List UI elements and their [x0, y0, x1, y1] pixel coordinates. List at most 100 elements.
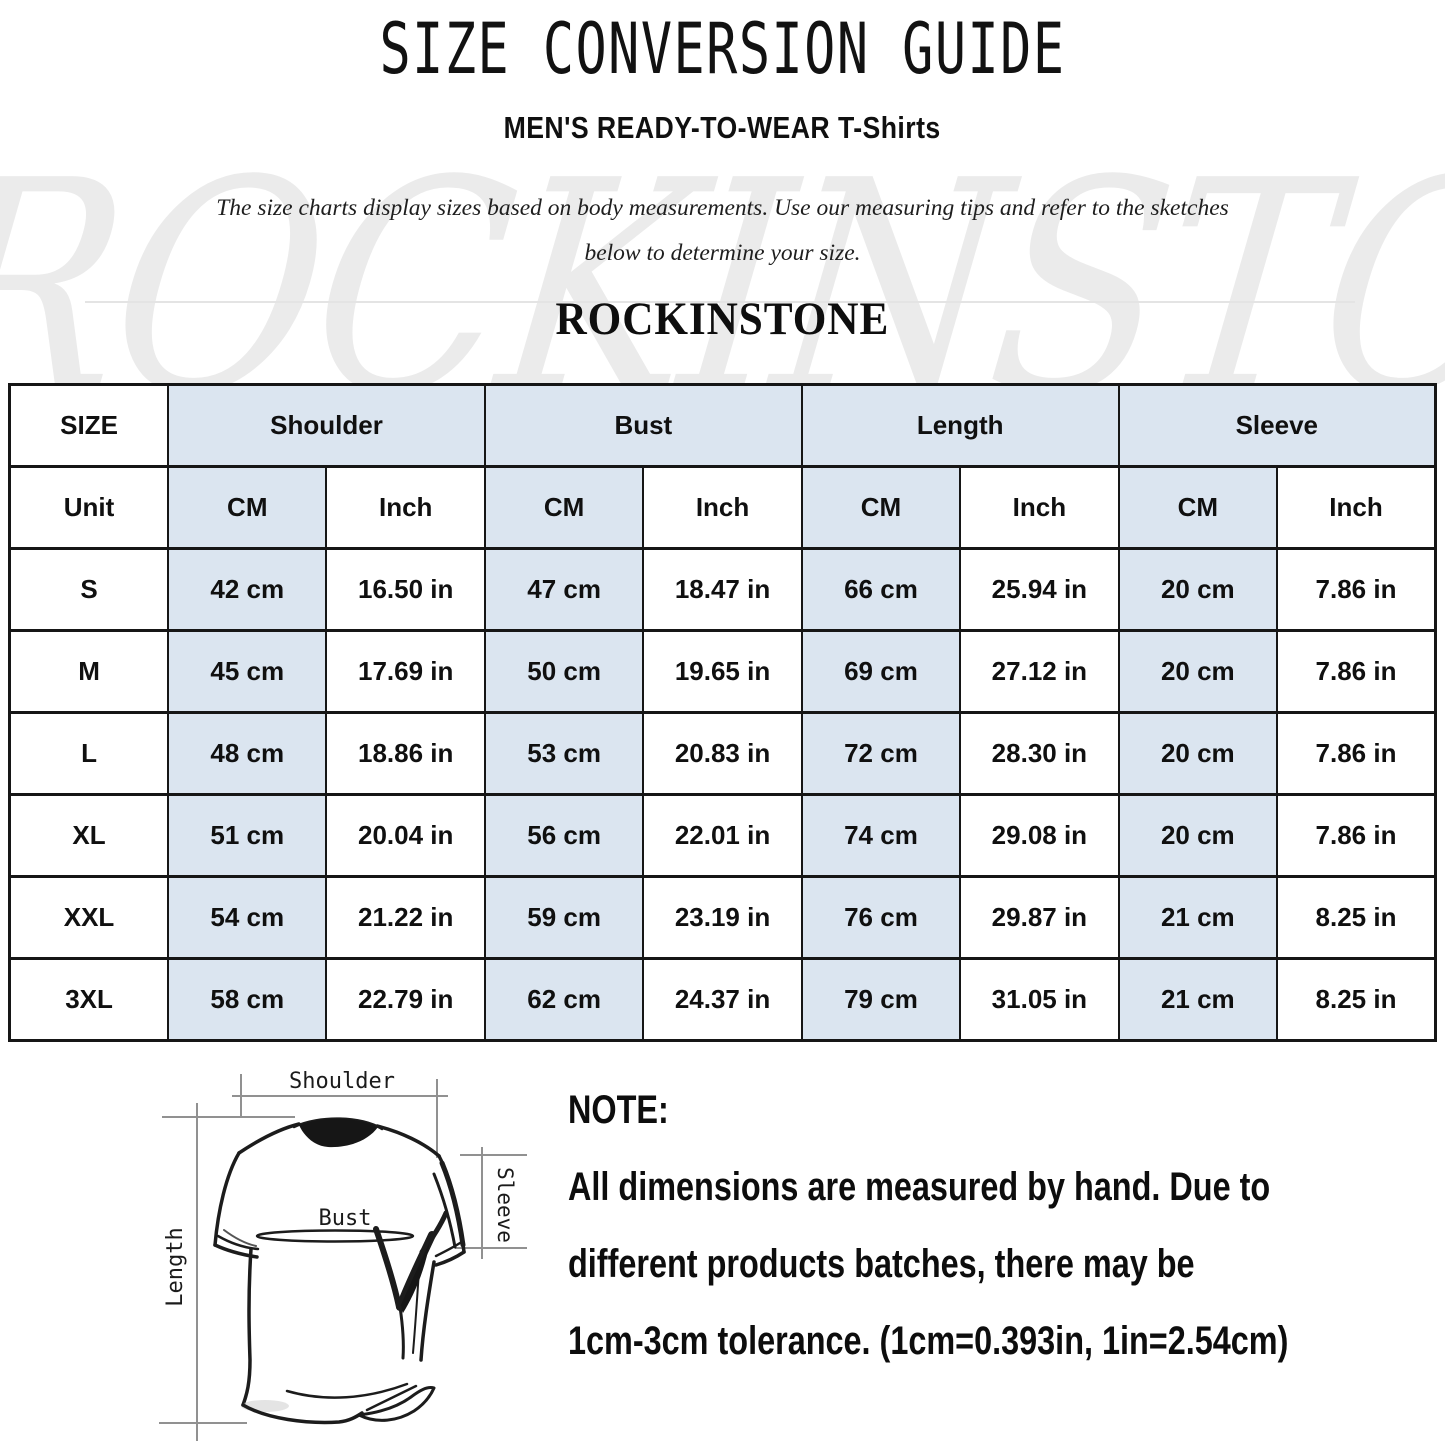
page-title: SIZE CONVERSION GUIDE: [379, 8, 1066, 90]
table-cell: 29.87 in: [959, 875, 1120, 960]
unit-inch: Inch: [642, 465, 803, 550]
unit-inch: Inch: [325, 465, 486, 550]
table-cell: 27.12 in: [959, 629, 1120, 714]
size-conversion-table: SIZE Shoulder Bust Length Sleeve Unit CM…: [8, 383, 1437, 1042]
table-cell: 8.25 in: [1276, 957, 1437, 1042]
page-subtitle-row: MEN'S READY-TO-WEAR T-Shirts: [0, 110, 1445, 146]
brand-row: ROCKINSTONE: [0, 292, 1445, 346]
brand-name: ROCKINSTONE: [555, 293, 890, 345]
unit-cm: CM: [483, 465, 645, 550]
table-cell: 74 cm: [800, 793, 962, 878]
table-cell: 45 cm: [167, 629, 328, 714]
bust-label: Bust: [319, 1206, 372, 1231]
table-cell: 20 cm: [1117, 547, 1279, 632]
table-cell: 16.50 in: [325, 547, 486, 632]
table-cell: 20 cm: [1117, 711, 1279, 796]
table-cell: 17.69 in: [325, 629, 486, 714]
table-cell: 62 cm: [483, 957, 645, 1042]
size-cell: XXL: [8, 875, 170, 960]
size-cell: S: [8, 547, 170, 632]
table-row-3xl: 3XL 58 cm 22.79 in 62 cm 24.37 in 79 cm …: [8, 957, 1437, 1042]
description: The size charts display sizes based on b…: [0, 186, 1445, 276]
description-line-1: The size charts display sizes based on b…: [216, 195, 1229, 221]
note-text: All dimensions are measured by hand. Due…: [568, 1165, 1271, 1209]
table-cell: 22.79 in: [325, 957, 486, 1042]
table-cell: 18.47 in: [642, 547, 803, 632]
page-subtitle: MEN'S READY-TO-WEAR T-Shirts: [503, 110, 942, 145]
table-cell: 47 cm: [483, 547, 645, 632]
tshirt-sketch: [213, 1117, 466, 1425]
note-line-1: All dimensions are measured by hand. Due…: [568, 1153, 1445, 1230]
table-cell: 7.86 in: [1276, 711, 1437, 796]
table-cell: 42 cm: [167, 547, 328, 632]
header-bust: Bust: [483, 383, 803, 468]
unit-cm: CM: [1117, 465, 1279, 550]
table-cell: 50 cm: [483, 629, 645, 714]
header-size: SIZE: [8, 383, 170, 468]
table-cell: 8.25 in: [1276, 875, 1437, 960]
note-text: 1cm-3cm tolerance. (1cm=0.393in, 1in=2.5…: [568, 1319, 1289, 1363]
note-text: different products batches, there may be: [568, 1242, 1195, 1286]
divider-line: [85, 301, 1355, 303]
note-line-3: 1cm-3cm tolerance. (1cm=0.393in, 1in=2.5…: [568, 1307, 1445, 1384]
table-cell: 18.86 in: [325, 711, 486, 796]
table-row-xxl: XXL 54 cm 21.22 in 59 cm 23.19 in 76 cm …: [8, 875, 1437, 960]
table-cell: 66 cm: [800, 547, 962, 632]
table-cell: 31.05 in: [959, 957, 1120, 1042]
table-cell: 59 cm: [483, 875, 645, 960]
table-cell: 72 cm: [800, 711, 962, 796]
size-cell: XL: [8, 793, 170, 878]
table-cell: 69 cm: [800, 629, 962, 714]
table-cell: 79 cm: [800, 957, 962, 1042]
unit-cm: CM: [800, 465, 962, 550]
table-cell: 20 cm: [1117, 793, 1279, 878]
table-cell: 7.86 in: [1276, 629, 1437, 714]
table-cell: 19.65 in: [642, 629, 803, 714]
shoulder-label: Shoulder: [289, 1069, 395, 1094]
table-cell: 53 cm: [483, 711, 645, 796]
table-cell: 21 cm: [1117, 875, 1279, 960]
unit-cm: CM: [167, 465, 328, 550]
tshirt-measure-diagram: Shoulder Bust Length Sleeve: [159, 1069, 527, 1441]
size-cell: 3XL: [8, 957, 170, 1042]
table-cell: 54 cm: [167, 875, 328, 960]
table-cell: 56 cm: [483, 793, 645, 878]
table-cell: 20.04 in: [325, 793, 486, 878]
table-row-l: L 48 cm 18.86 in 53 cm 20.83 in 72 cm 28…: [8, 711, 1437, 796]
size-table-container: SIZE Shoulder Bust Length Sleeve Unit CM…: [8, 383, 1437, 1042]
table-cell: 21 cm: [1117, 957, 1279, 1042]
header-shoulder: Shoulder: [167, 383, 486, 468]
table-cell: 20.83 in: [642, 711, 803, 796]
table-cell: 21.22 in: [325, 875, 486, 960]
table-row-m: M 45 cm 17.69 in 50 cm 19.65 in 69 cm 27…: [8, 629, 1437, 714]
unit-label: Unit: [8, 465, 170, 550]
table-cell: 58 cm: [167, 957, 328, 1042]
size-cell: L: [8, 711, 170, 796]
note-block: NOTE: All dimensions are measured by han…: [568, 1076, 1445, 1384]
table-cell: 20 cm: [1117, 629, 1279, 714]
table-cell: 7.86 in: [1276, 793, 1437, 878]
unit-inch: Inch: [1276, 465, 1437, 550]
table-unit-row: Unit CM Inch CM Inch CM Inch CM Inch: [8, 465, 1437, 550]
note-heading: NOTE:: [568, 1088, 669, 1132]
header-length: Length: [800, 383, 1120, 468]
unit-inch: Inch: [959, 465, 1120, 550]
note-heading-line: NOTE:: [568, 1076, 1445, 1153]
header-sleeve: Sleeve: [1117, 383, 1437, 468]
table-row-s: S 42 cm 16.50 in 47 cm 18.47 in 66 cm 25…: [8, 547, 1437, 632]
length-label: Length: [163, 1227, 188, 1306]
table-cell: 51 cm: [167, 793, 328, 878]
table-cell: 29.08 in: [959, 793, 1120, 878]
sleeve-label: Sleeve: [493, 1167, 517, 1243]
table-cell: 25.94 in: [959, 547, 1120, 632]
size-cell: M: [8, 629, 170, 714]
table-cell: 7.86 in: [1276, 547, 1437, 632]
table-header-row: SIZE Shoulder Bust Length Sleeve: [8, 383, 1437, 468]
table-cell: 76 cm: [800, 875, 962, 960]
table-cell: 23.19 in: [642, 875, 803, 960]
dimension-lines: [159, 1074, 527, 1441]
table-cell: 28.30 in: [959, 711, 1120, 796]
table-cell: 22.01 in: [642, 793, 803, 878]
page-title-row: SIZE CONVERSION GUIDE: [0, 8, 1445, 90]
